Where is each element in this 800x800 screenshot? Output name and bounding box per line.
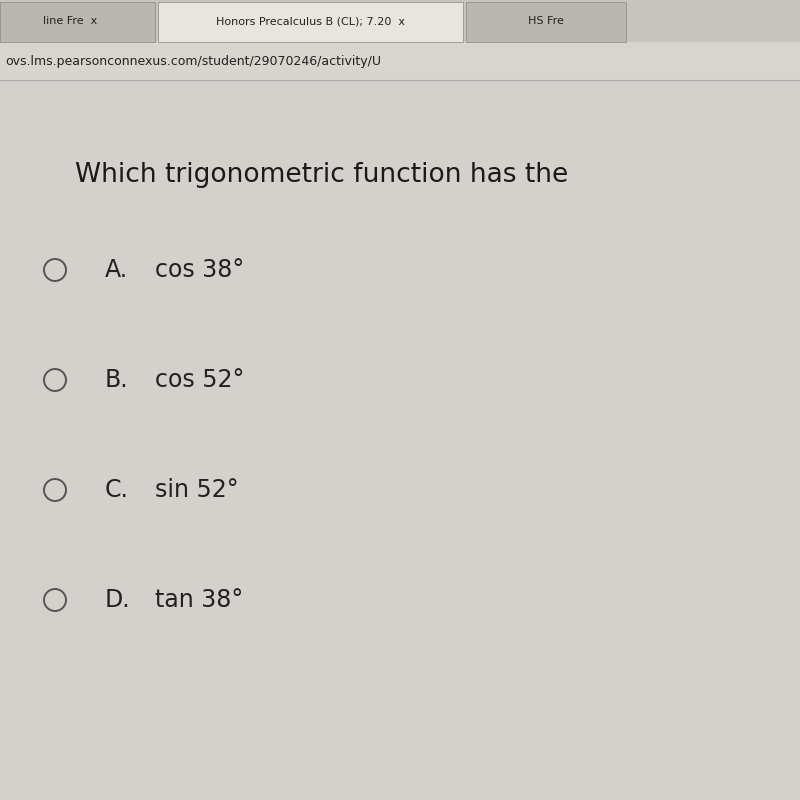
Text: HS Fre: HS Fre xyxy=(528,16,564,26)
Bar xyxy=(466,2,626,42)
Bar xyxy=(0,2,155,42)
Text: B.: B. xyxy=(105,368,129,392)
Text: cos 38°: cos 38° xyxy=(155,258,244,282)
Bar xyxy=(0,42,800,80)
Text: Which trigonometric function has the: Which trigonometric function has the xyxy=(75,162,568,188)
Text: line Fre  x: line Fre x xyxy=(42,16,97,26)
Text: cos 52°: cos 52° xyxy=(155,368,244,392)
Text: D.: D. xyxy=(105,588,130,612)
Text: sin 52°: sin 52° xyxy=(155,478,238,502)
Text: Honors Precalculus B (CL); 7.20  x: Honors Precalculus B (CL); 7.20 x xyxy=(216,16,405,26)
Text: A.: A. xyxy=(105,258,128,282)
Text: C.: C. xyxy=(105,478,129,502)
Text: tan 38°: tan 38° xyxy=(155,588,243,612)
Bar xyxy=(158,2,463,42)
Bar xyxy=(0,0,800,42)
Text: ovs.lms.pearsonconnexus.com/student/29070246/activity/U: ovs.lms.pearsonconnexus.com/student/2907… xyxy=(5,54,381,67)
